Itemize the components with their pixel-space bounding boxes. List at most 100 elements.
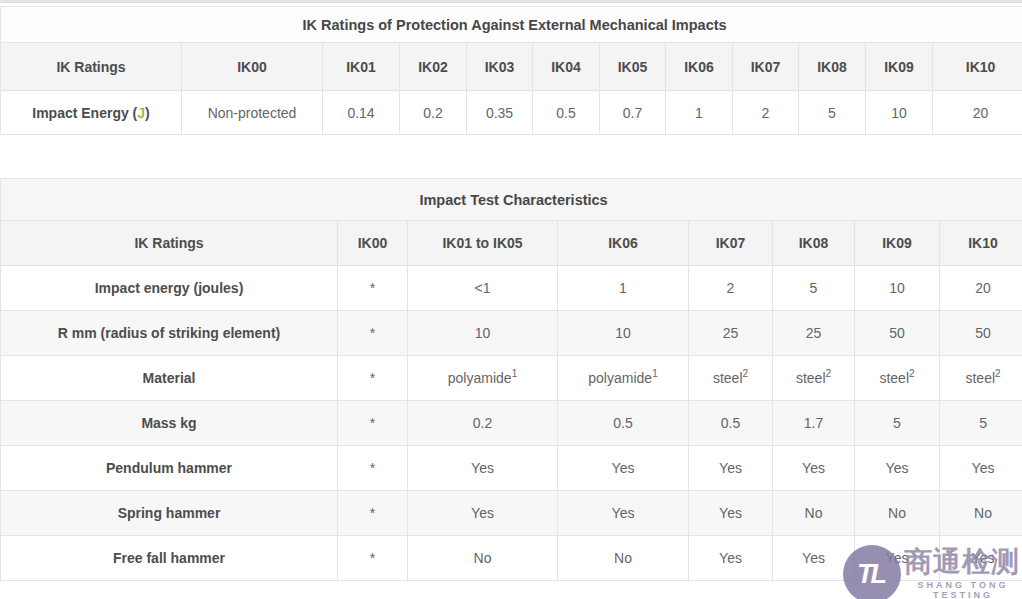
table-cell: 50 (940, 311, 1022, 356)
table-cell: 25 (689, 311, 773, 356)
row-label: Impact Energy (J) (1, 91, 182, 135)
table-cell: Yes (940, 446, 1022, 491)
table-cell: 5 (940, 401, 1022, 446)
table-cell: 0.5 (558, 401, 689, 446)
row-label: Free fall hammer (1, 536, 338, 581)
table-cell: 10 (558, 311, 689, 356)
footnote-marker: 2 (826, 368, 832, 379)
table-cell: Yes (408, 446, 558, 491)
table-cell: * (338, 446, 408, 491)
table-cell: 2 (689, 266, 773, 311)
top-divider (0, 0, 1022, 3)
table-cell: steel2 (855, 356, 940, 401)
row-label: Spring hammer (1, 491, 338, 536)
table-row: R mm (radius of striking element)*101025… (1, 311, 1022, 356)
table-cell: Non-protected (182, 91, 323, 135)
table-cell: 0.5 (533, 91, 600, 135)
table-cell: 1.7 (773, 401, 855, 446)
table-cell: No (855, 491, 940, 536)
column-header: IK04 (533, 43, 600, 91)
table-cell: 25 (773, 311, 855, 356)
table-cell: No (558, 536, 689, 581)
column-header: IK00 (338, 221, 408, 266)
table-cell: polyamide1 (558, 356, 689, 401)
ik-ratings-table-title: IK Ratings of Protection Against Externa… (1, 7, 1022, 43)
column-header: IK02 (400, 43, 467, 91)
table-cell: 5 (773, 266, 855, 311)
table-cell: 1 (558, 266, 689, 311)
table-cell: Yes (689, 536, 773, 581)
table-cell: steel2 (773, 356, 855, 401)
table-cell: * (338, 311, 408, 356)
table-cell: * (338, 536, 408, 581)
table-cell: Yes (408, 491, 558, 536)
table-cell: * (338, 491, 408, 536)
column-header: IK00 (182, 43, 323, 91)
column-header: IK09 (855, 221, 940, 266)
table-row: Mass kg*0.20.50.51.755 (1, 401, 1022, 446)
footnote-marker: 2 (743, 368, 749, 379)
table-cell: steel2 (689, 356, 773, 401)
table-cell: 50 (855, 311, 940, 356)
row-label: Pendulum hammer (1, 446, 338, 491)
table-cell: 10 (408, 311, 558, 356)
column-header: IK07 (689, 221, 773, 266)
table-cell: 0.7 (600, 91, 666, 135)
footnote-marker: 1 (652, 368, 658, 379)
row-label: Material (1, 356, 338, 401)
table-row: Impact energy (joules)*<11251020 (1, 266, 1022, 311)
table-cell: No (773, 491, 855, 536)
table-cell: 20 (933, 91, 1022, 135)
column-header: IK07 (733, 43, 799, 91)
table-cell: * (338, 266, 408, 311)
column-header: IK09 (866, 43, 933, 91)
table-cell: Yes (558, 446, 689, 491)
impact-test-table-title-row: Impact Test Characteristics (1, 179, 1022, 221)
table-cell: <1 (408, 266, 558, 311)
table-row: Impact Energy (J)Non-protected0.140.20.3… (1, 91, 1022, 135)
table-cell: 5 (799, 91, 866, 135)
impact-test-table: Impact Test Characteristics IK RatingsIK… (0, 178, 1022, 581)
impact-test-table-title: Impact Test Characteristics (1, 179, 1022, 221)
ik-ratings-table-header-row: IK RatingsIK00IK01IK02IK03IK04IK05IK06IK… (1, 43, 1022, 91)
table-cell: Yes (940, 536, 1022, 581)
watermark-english-name: SHANG TONG TESTING (904, 580, 1022, 599)
row-label: Impact energy (joules) (1, 266, 338, 311)
table-cell: 10 (866, 91, 933, 135)
table-cell: * (338, 356, 408, 401)
table-cell: 1 (666, 91, 733, 135)
table-row: Pendulum hammer*YesYesYesYesYesYes (1, 446, 1022, 491)
table-cell: Yes (855, 536, 940, 581)
ik-ratings-table-title-row: IK Ratings of Protection Against Externa… (1, 7, 1022, 43)
table-cell: 5 (855, 401, 940, 446)
table-cell: polyamide1 (408, 356, 558, 401)
footnote-marker: 2 (909, 368, 915, 379)
table-cell: 0.5 (689, 401, 773, 446)
row-label: R mm (radius of striking element) (1, 311, 338, 356)
table-cell: 0.2 (408, 401, 558, 446)
ik-ratings-table: IK Ratings of Protection Against Externa… (0, 6, 1022, 135)
table-cell: Yes (689, 491, 773, 536)
column-header: IK Ratings (1, 43, 182, 91)
impact-test-table-header-row: IK RatingsIK00IK01 to IK05IK06IK07IK08IK… (1, 221, 1022, 266)
table-row: Free fall hammer*NoNoYesYesYesYes (1, 536, 1022, 581)
column-header: IK08 (773, 221, 855, 266)
column-header: IK06 (558, 221, 689, 266)
footnote-marker: 2 (995, 368, 1001, 379)
table-cell: Yes (773, 536, 855, 581)
column-header: IK08 (799, 43, 866, 91)
table-cell: 0.2 (400, 91, 467, 135)
table-cell: Yes (558, 491, 689, 536)
column-header: IK01 to IK05 (408, 221, 558, 266)
column-header: IK Ratings (1, 221, 338, 266)
table-cell: 2 (733, 91, 799, 135)
footnote-marker: 1 (512, 368, 518, 379)
column-header: IK05 (600, 43, 666, 91)
column-header: IK03 (467, 43, 533, 91)
column-header: IK10 (940, 221, 1022, 266)
table-cell: Yes (689, 446, 773, 491)
table-cell: No (408, 536, 558, 581)
table-cell: 10 (855, 266, 940, 311)
table-cell: steel2 (940, 356, 1022, 401)
table-cell: Yes (773, 446, 855, 491)
